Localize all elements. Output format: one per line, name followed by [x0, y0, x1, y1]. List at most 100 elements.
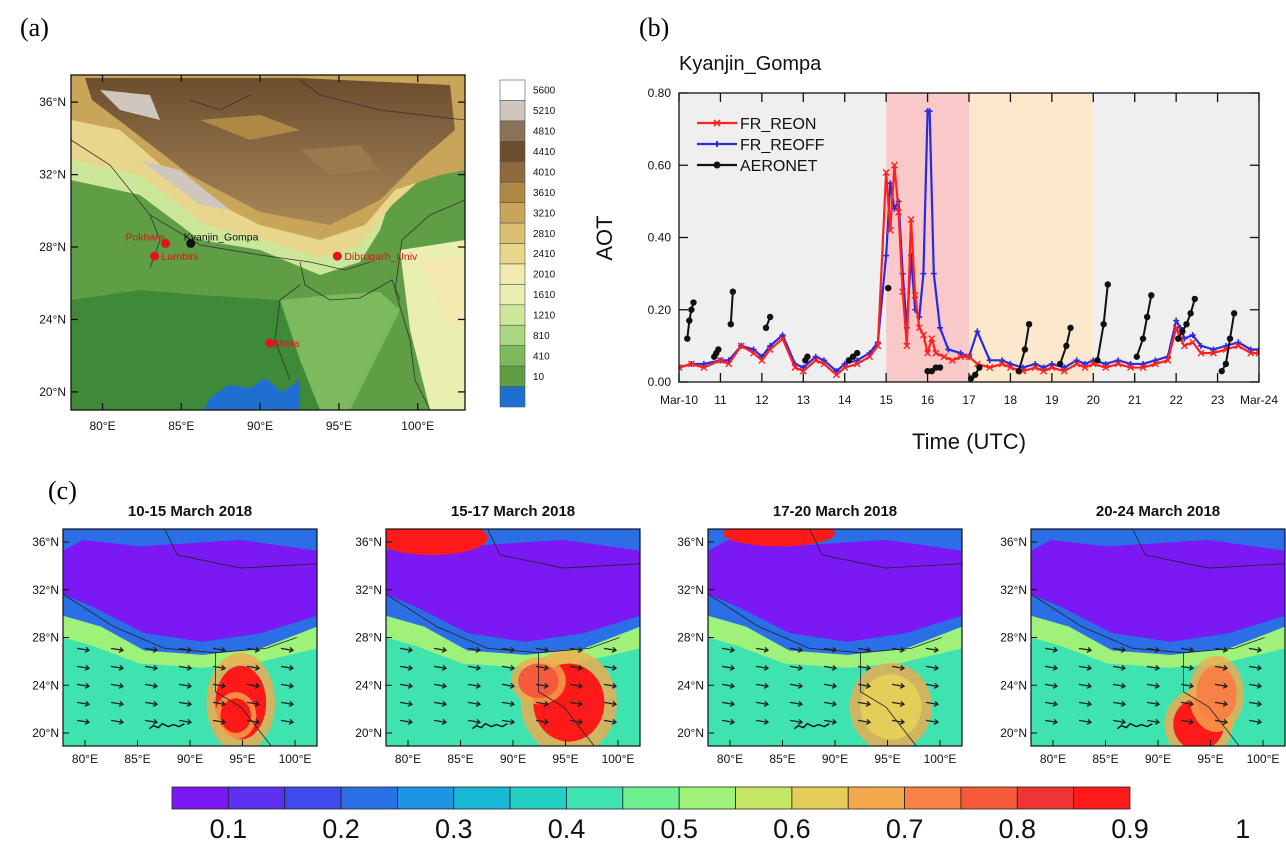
- colorbar-label: 0.5: [660, 814, 698, 843]
- data-point: [1222, 360, 1230, 368]
- colorbar-box: [340, 786, 398, 810]
- data-point: [1115, 357, 1122, 364]
- colorbar-box: [397, 786, 455, 810]
- elevation-colorbar-label: 3210: [533, 208, 556, 219]
- data-point: [1148, 292, 1155, 299]
- wind-vector: [789, 682, 804, 689]
- elevation-colorbar-label: 2810: [533, 229, 556, 240]
- data-point: [729, 288, 737, 295]
- wind-vector: [1112, 682, 1127, 689]
- elevation-colorbar-label: 410: [533, 351, 550, 362]
- elevation-colorbar-label: 2010: [533, 270, 556, 281]
- wind-vector: [212, 700, 227, 707]
- wind-vector: [569, 646, 584, 653]
- lat-tick-label: 24°N: [39, 312, 66, 326]
- colorbar-box: [678, 786, 736, 810]
- wind-vector: [76, 718, 91, 725]
- wind-vector: [246, 682, 261, 689]
- wind-vector: [857, 664, 872, 671]
- lat-tick-label: 28°N: [32, 631, 59, 645]
- aod-hotspot: [1196, 665, 1237, 723]
- wind-vector: [280, 700, 295, 707]
- wind-vector: [1078, 700, 1093, 707]
- panel-letter-a: (a): [20, 13, 49, 42]
- wind-vector: [1180, 682, 1195, 689]
- series-line-fr_reon: [679, 164, 1259, 376]
- wind-vector: [1248, 718, 1263, 725]
- lon-tick-label: 80°E: [72, 752, 98, 766]
- elevation-colorbar-box: [499, 181, 526, 203]
- data-point: [1179, 328, 1186, 335]
- site-marker: [150, 251, 160, 261]
- data-point: [998, 360, 1006, 368]
- data-point: [1140, 360, 1146, 367]
- data-point: [1247, 349, 1255, 357]
- wind-vector: [1248, 664, 1263, 671]
- data-point: [766, 313, 774, 321]
- wind-vector: [823, 718, 838, 725]
- wind-vector: [603, 700, 618, 707]
- wind-vector: [823, 682, 838, 689]
- data-point: [812, 356, 820, 364]
- elevation-field: [71, 75, 465, 410]
- data-point: [907, 215, 915, 223]
- wind-vector: [178, 682, 193, 689]
- wind-vector: [823, 700, 838, 707]
- elevation-colorbar-label: 2410: [533, 249, 556, 260]
- data-point: [899, 288, 907, 296]
- wind-vector: [1112, 700, 1127, 707]
- wind-vector: [110, 682, 125, 689]
- x-tick-label: 19: [1045, 393, 1059, 407]
- wind-vector: [144, 682, 159, 689]
- wind-vector: [76, 664, 91, 671]
- y-tick-label: 0.20: [648, 303, 672, 317]
- aod-colorbar: 0.1 0.2 0.3 0.4 0.5 0.6 0.7 0.8 0.9 1: [171, 786, 1250, 843]
- wind-vector: [603, 664, 618, 671]
- wind-vector: [1078, 682, 1093, 689]
- wind-vector: [535, 718, 550, 725]
- series-line-fr_reoff: [679, 109, 1259, 373]
- legend-marker: [713, 161, 721, 169]
- wind-vector: [721, 646, 736, 653]
- data-point: [1198, 342, 1204, 349]
- data-point: [1082, 360, 1088, 367]
- elevation-colorbar-box: [499, 324, 526, 346]
- wind-vector: [789, 646, 804, 653]
- x-tick-label: 21: [1128, 393, 1142, 407]
- data-point: [1127, 360, 1134, 367]
- x-tick-label: 22: [1169, 393, 1183, 407]
- legend-label: AERONET: [740, 158, 818, 175]
- wind-vector: [1078, 664, 1093, 671]
- wind-vector: [925, 646, 940, 653]
- x-tick-label: 13: [797, 393, 811, 407]
- data-point: [999, 357, 1006, 364]
- data-point: [1183, 321, 1190, 328]
- lon-tick-label: 90°E: [822, 752, 848, 766]
- series-line-aeronet: [1135, 295, 1153, 358]
- data-point: [974, 328, 981, 335]
- data-point: [1191, 295, 1198, 303]
- elevation-colorbar-box: [499, 120, 526, 142]
- wind-vector: [1146, 664, 1161, 671]
- wind-vector: [212, 718, 227, 725]
- data-point: [679, 364, 683, 372]
- wind-vector: [399, 646, 414, 653]
- data-point: [716, 356, 724, 364]
- x-tick-label: 16: [921, 393, 935, 407]
- wind-vector: [857, 646, 872, 653]
- lon-tick-label: 80°E: [717, 752, 743, 766]
- coastline: [148, 722, 185, 730]
- data-point: [737, 342, 745, 350]
- wind-vector: [1214, 718, 1229, 725]
- wind-vector: [925, 718, 940, 725]
- data-point: [1235, 339, 1242, 346]
- country-border: [809, 529, 962, 569]
- data-point: [1100, 321, 1107, 328]
- data-point: [915, 324, 923, 332]
- data-point: [886, 226, 894, 234]
- wind-vector: [501, 682, 516, 689]
- lat-tick-label: 32°N: [39, 168, 66, 182]
- wind-vector: [823, 646, 838, 653]
- lon-tick-label: 85°E: [769, 752, 795, 766]
- data-point: [976, 364, 983, 371]
